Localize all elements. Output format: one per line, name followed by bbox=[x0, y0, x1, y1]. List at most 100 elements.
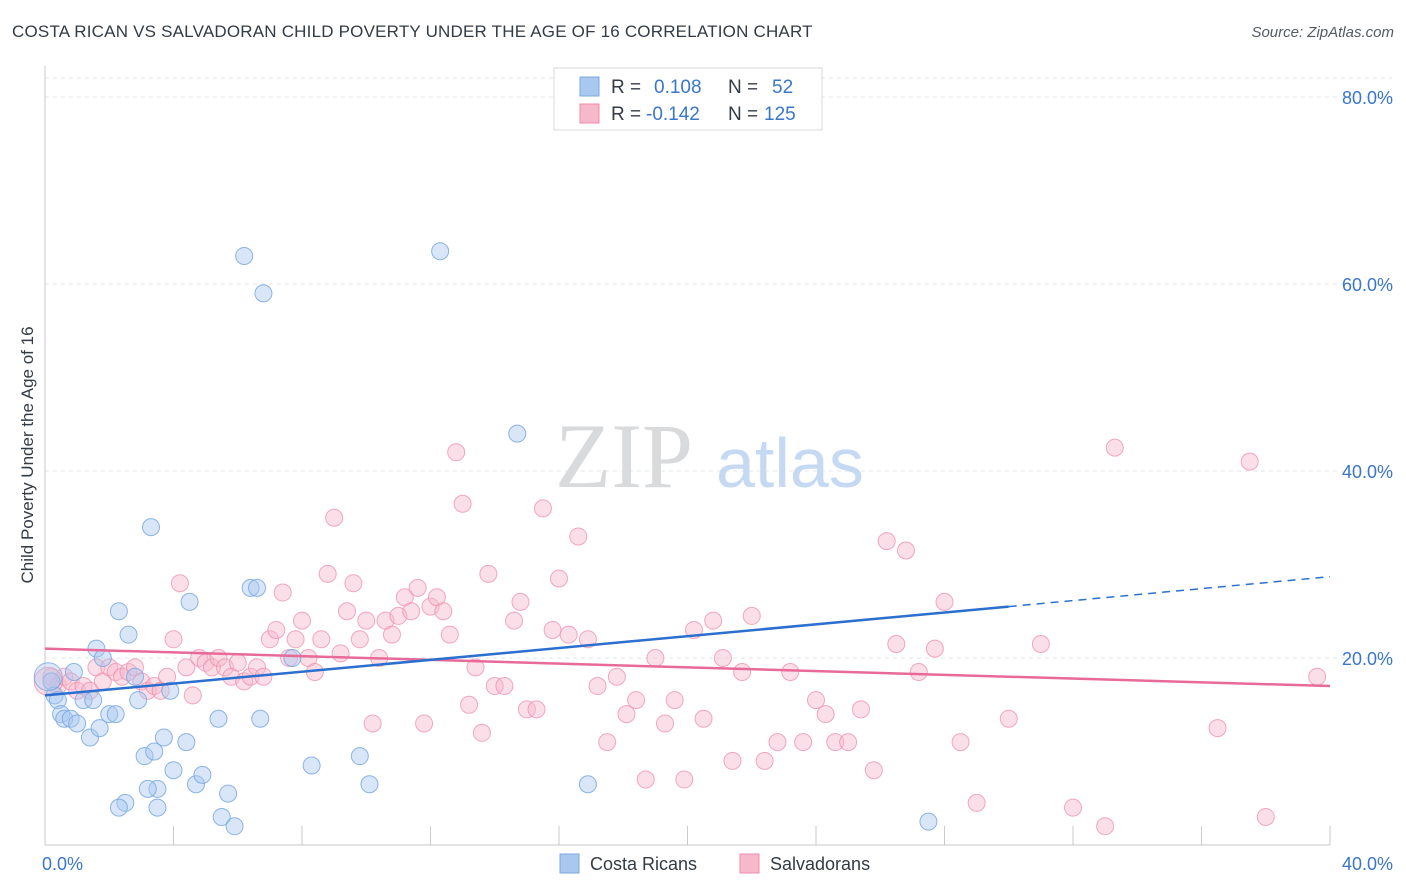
salvadoran-point bbox=[177, 658, 196, 677]
costa-rican-point bbox=[68, 714, 87, 733]
costa-rican-point bbox=[209, 709, 228, 728]
costa-rican-point bbox=[119, 625, 138, 644]
watermark-zip: ZIP bbox=[555, 405, 693, 507]
salvadoran-point bbox=[675, 770, 694, 789]
source-label: Source: ZipAtlas.com bbox=[1251, 24, 1394, 41]
bottom-legend-costa-ricans: Costa Ricans bbox=[590, 854, 697, 874]
costa-rican-point bbox=[254, 284, 273, 303]
legend-n-value-1: 52 bbox=[772, 77, 793, 98]
salvadoran-point bbox=[781, 663, 800, 682]
costa-rican-point bbox=[248, 578, 267, 597]
salvadoran-point bbox=[826, 733, 845, 752]
legend-r-value-1: 0.108 bbox=[654, 77, 702, 98]
salvadoran-point bbox=[337, 602, 356, 621]
salvadoran-point bbox=[170, 574, 189, 593]
salvadoran-point bbox=[636, 770, 655, 789]
costa-rican-point bbox=[61, 709, 80, 728]
costa-rican-point bbox=[302, 756, 321, 775]
costa-rican-point bbox=[142, 518, 161, 537]
salvadoran-point bbox=[1208, 719, 1227, 738]
costa-rican-point bbox=[125, 667, 144, 686]
salvadoran-point bbox=[559, 625, 578, 644]
costa-rican-point bbox=[116, 793, 135, 812]
watermark-atlas: atlas bbox=[716, 424, 864, 502]
salvadoran-point bbox=[656, 714, 675, 733]
salvadoran-point bbox=[569, 527, 588, 546]
salvadoran-point bbox=[267, 620, 286, 639]
salvadoran-point bbox=[312, 630, 331, 649]
salvadoran-point bbox=[607, 667, 626, 686]
salvadoran-point bbox=[440, 625, 459, 644]
salvadoran-point bbox=[755, 751, 774, 770]
salvadoran-point bbox=[1256, 807, 1275, 826]
salvadoran-point bbox=[517, 700, 536, 719]
costa-ricans-trend-line bbox=[44, 605, 1009, 697]
salvadoran-point bbox=[325, 508, 344, 527]
salvadoran-point bbox=[164, 630, 183, 649]
salvadoran-point bbox=[1105, 438, 1124, 457]
y-tick-label: 40.0% bbox=[1342, 462, 1393, 482]
costa-rican-point bbox=[148, 779, 167, 798]
salvadoran-point bbox=[646, 649, 665, 667]
costa-rican-point bbox=[431, 242, 450, 261]
salvadoran-point bbox=[1064, 798, 1082, 817]
salvadoran-point bbox=[293, 611, 311, 630]
costa-rican-point bbox=[84, 691, 103, 710]
salvadoran-point bbox=[839, 733, 858, 752]
costa-rican-point bbox=[109, 602, 128, 621]
axes bbox=[44, 66, 1331, 846]
salvadoran-point bbox=[543, 620, 562, 639]
salvadoran-point bbox=[466, 658, 485, 677]
salvadoran-point bbox=[733, 663, 752, 682]
salvadoran-point bbox=[100, 658, 119, 677]
y-tick-label: 60.0% bbox=[1342, 275, 1393, 295]
salvadoran-point bbox=[887, 634, 906, 653]
salvadoran-point bbox=[183, 686, 202, 705]
x-tick-label: 40.0% bbox=[1342, 854, 1393, 874]
legend-r-value-2: -0.142 bbox=[646, 104, 700, 125]
salvadoran-point bbox=[203, 658, 222, 677]
costa-rican-point bbox=[180, 592, 199, 611]
salvadoran-point bbox=[119, 663, 138, 682]
legend-n-value-2: 125 bbox=[764, 104, 796, 125]
salvadoran-point bbox=[415, 714, 434, 733]
salvadoran-point bbox=[363, 714, 382, 733]
chart-title: COSTA RICAN VS SALVADORAN CHILD POVERTY … bbox=[12, 22, 813, 41]
salvadorans-trend-line bbox=[44, 647, 1331, 688]
salvadoran-point bbox=[713, 649, 732, 667]
salvadoran-point bbox=[286, 630, 305, 649]
costa-rican-point bbox=[212, 807, 231, 826]
costa-rican-point bbox=[193, 765, 212, 784]
salvadoran-point bbox=[909, 663, 928, 682]
x-tick-label: 0.0% bbox=[42, 854, 83, 874]
costa-rican-point bbox=[235, 246, 254, 265]
y-tick-labels: 20.0% 40.0% 60.0% 80.0% bbox=[1342, 88, 1393, 669]
salvadoran-point bbox=[331, 644, 350, 663]
legend-n-label-1: N = bbox=[728, 77, 758, 98]
bottom-legend-swatch-costa-ricans bbox=[559, 853, 580, 874]
salvadoran-point bbox=[106, 663, 125, 682]
costa-rican-point bbox=[154, 728, 173, 747]
costa-rican-point bbox=[80, 728, 99, 747]
costa-rican-point bbox=[129, 691, 148, 710]
legend-swatch-blue bbox=[579, 76, 600, 97]
costa-rican-point bbox=[508, 424, 527, 443]
bottom-legend-swatch-salvadorans bbox=[739, 853, 760, 874]
salvadoran-point bbox=[742, 606, 761, 625]
costa-rican-point bbox=[33, 662, 63, 692]
costa-rican-point bbox=[251, 709, 270, 728]
salvadoran-point bbox=[1096, 817, 1115, 836]
salvadoran-point bbox=[1308, 667, 1327, 686]
costa-rican-point bbox=[106, 705, 125, 724]
costa-rican-point bbox=[241, 578, 260, 597]
salvadoran-point bbox=[794, 733, 813, 752]
costa-rican-point bbox=[219, 784, 238, 803]
grid-lines bbox=[45, 77, 1392, 659]
salvadoran-point bbox=[925, 639, 944, 658]
salvadoran-point bbox=[460, 695, 479, 714]
costa-rican-point bbox=[360, 775, 379, 794]
salvadoran-point bbox=[935, 592, 954, 611]
legend-r-label-2: R = bbox=[611, 104, 641, 125]
salvadoran-point bbox=[260, 630, 279, 649]
